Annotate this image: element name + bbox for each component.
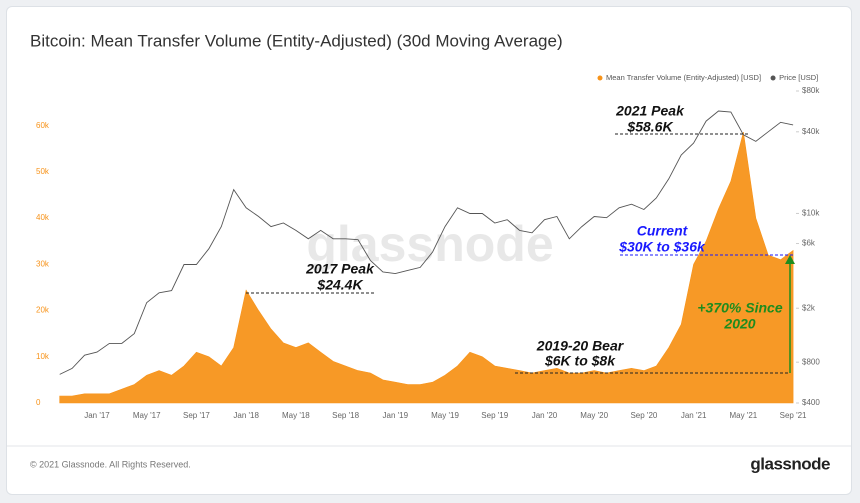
annotation-text: 2020 [723,316,755,332]
legend-label: Mean Transfer Volume (Entity-Adjusted) [… [606,73,761,82]
y2-tick-label: $10k [802,209,820,218]
growth-arrowhead [785,255,795,264]
annotation-text: +370% Since [697,300,782,316]
annotation-text: 2021 Peak [615,103,685,119]
volume-area [59,132,794,404]
x-tick-label: Jan '20 [532,411,558,420]
x-tick-label: Sep '19 [481,411,508,420]
x-tick-label: May '17 [133,411,161,420]
y2-tick-label: $80k [802,86,820,95]
x-tick-label: Sep '17 [183,411,210,420]
x-tick-label: Sep '20 [630,411,657,420]
legend-marker [770,75,776,81]
annotation-text: $6K to $8k [544,353,616,369]
y-tick-label: 0 [36,398,41,407]
x-tick-label: May '20 [580,411,608,420]
y-tick-label: 40k [36,213,50,222]
y2-tick-label: $2k [802,303,816,312]
x-tick-label: Jan '21 [681,411,707,420]
x-tick-label: Jan '19 [383,411,409,420]
watermark: glassnode [306,216,553,272]
y2-tick-label: $40k [802,127,820,136]
y2-tick-label: $400 [802,398,820,407]
y-tick-label: 20k [36,306,50,315]
x-tick-label: Sep '18 [332,411,359,420]
footer-text: © 2021 Glassnode. All Rights Reserved. [30,459,191,469]
x-tick-label: Jan '17 [84,411,110,420]
price-line [59,110,794,375]
x-tick-label: May '21 [729,411,757,420]
annotation-text: $24.4K [316,277,363,293]
brand-logo: glassnode [750,454,830,473]
y-tick-label: 60k [36,121,50,130]
y-tick-label: 10k [36,352,50,361]
annotation-text: Current [637,223,689,239]
x-tick-label: May '18 [282,411,310,420]
annotation-text: 2019-20 Bear [536,338,625,354]
y2-tick-label: $800 [802,357,820,366]
y2-tick-label: $6k [802,239,816,248]
y-tick-label: 30k [36,259,50,268]
x-tick-label: Sep '21 [780,411,807,420]
annotation-text: $30K to $36k [618,239,706,255]
legend-label: Price [USD] [779,73,818,82]
y-tick-label: 50k [36,167,50,176]
x-tick-label: May '19 [431,411,459,420]
annotation-text: 2017 Peak [305,261,375,277]
x-tick-label: Jan '18 [233,411,259,420]
annotation-text: $58.6K [626,119,673,135]
chart-title: Bitcoin: Mean Transfer Volume (Entity-Ad… [30,31,563,50]
legend-marker [597,75,603,81]
